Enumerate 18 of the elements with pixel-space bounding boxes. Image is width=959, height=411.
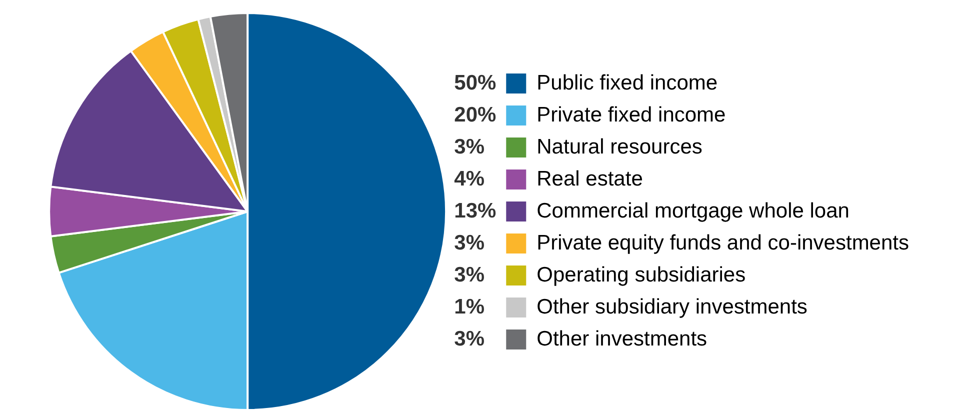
data-label: 13% (454, 199, 496, 222)
legend-label: Public fixed income (536, 71, 718, 94)
data-label: 3% (454, 231, 485, 254)
legend-label: Private fixed income (536, 103, 726, 126)
legend-label: Other investments (536, 327, 708, 350)
data-label: 3% (454, 263, 485, 286)
data-label: 4% (454, 167, 485, 190)
legend-label: Commercial mortgage whole loan (536, 199, 850, 222)
data-label: 20% (454, 103, 496, 126)
data-label: 1% (454, 295, 485, 318)
legend-label: Natural resources (536, 135, 702, 158)
legend-label: Real estate (536, 167, 643, 190)
data-label: 3% (454, 135, 485, 158)
legend-label: Private equity funds and co-investments (536, 231, 910, 254)
data-label: 3% (454, 327, 485, 350)
legend-label: Other subsidiary investments (536, 295, 808, 318)
data-label: 50% (454, 71, 496, 94)
legend-label: Operating subsidiaries (536, 263, 746, 286)
